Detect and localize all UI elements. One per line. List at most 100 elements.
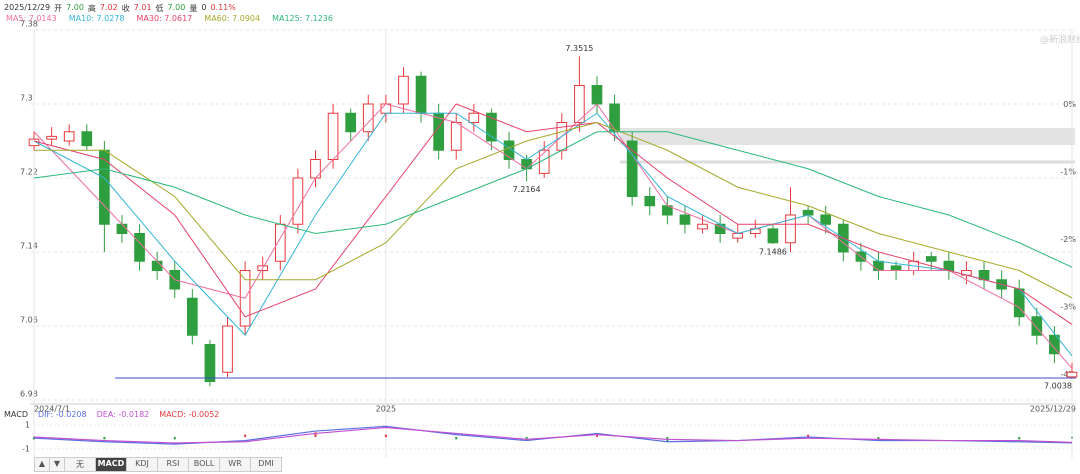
candle-body [450,122,462,151]
candle-body [802,209,814,216]
macd-line [33,426,1073,444]
quote-value: 0 [201,3,207,12]
indicator-tabs: ▲ ▼ 无 MACD KDJ RSI BOLL WR DMI [34,457,282,472]
tab[interactable]: BOLL [188,457,220,472]
candle-body [134,233,145,262]
watermark: @新浪财经 [1040,34,1080,46]
candle-body [626,140,638,197]
tab[interactable]: RSI [157,457,189,472]
candle-body [873,260,884,271]
ma-line [33,131,1073,268]
y-tick-label: 7.3 [20,94,33,103]
candle-body [679,214,691,225]
candle-body [1031,316,1043,336]
ma-line [33,103,1073,325]
candle-body [187,297,198,336]
candle-body [890,265,902,271]
y2-tick-label: 0% [1063,100,1076,109]
candle-body [398,75,409,105]
quote-value: 7.01 [133,3,152,12]
macd-title: MACD [4,410,28,419]
macd-tick-label: 1 [25,421,30,430]
tab[interactable]: WR [219,457,251,472]
quote-label: 开 [54,4,63,13]
candle-body [204,344,216,382]
quote-label: 收 [121,4,130,13]
y-tick-label: 7.22 [20,168,38,177]
candle-body [697,223,708,230]
quote-label: 低 [155,4,164,13]
candle-body [274,223,286,262]
candle-body [1066,371,1078,378]
x-tick-label: 2024/7/1 [34,405,70,414]
candle-body [345,112,357,133]
quote-value: 7.00 [66,3,84,12]
legend-entry: MA5: 7.0143 [6,14,57,23]
tab[interactable]: KDJ [126,457,158,472]
tab[interactable]: 无 [64,457,96,472]
y2-tick-label: -3% [1060,302,1076,311]
legend-entry: MA60: 7.0904 [204,14,261,23]
legend-entry: MACD: -0.0052 [159,410,220,419]
macd-tick-label: -1 [22,444,30,453]
candle-body [820,214,832,225]
ma-legend: MA5: 7.0143 MA10: 7.0278 MA30: 7.0617 MA60:… [6,14,341,23]
candle-body [327,112,339,160]
legend-entry: DIF: -0.0208 [37,410,87,419]
candle-body [222,325,233,373]
ma-line [34,121,1073,299]
price-annotation: 7.2164 [513,185,541,194]
quote-value: 7.00 [167,3,186,12]
y-tick-label: 7.06 [20,316,38,325]
candle-body [415,75,427,114]
price-annotation: 7.1486 [759,248,787,257]
y-tick-label: 7.14 [20,242,38,251]
date: 2025/12/29 [4,3,51,12]
candle-body [925,256,937,262]
tab[interactable]: ▲ [34,457,50,472]
x-tick-label: 2025/12/29 [1030,405,1076,414]
candle-body [81,131,93,147]
quote-value: 0.11% [210,3,236,12]
y2-tick-label: -2% [1060,235,1076,244]
quote-value: 7.02 [99,3,118,12]
candle-body [151,260,163,271]
quote-header: 2025/12/29 开 7.00 高 7.02 收 7.01 低 7.00 量 0 0.11% [4,3,236,14]
tab[interactable]: DMI [250,457,282,472]
quote-label: 高 [87,4,96,13]
candle-body [574,85,585,123]
candle-body [63,131,75,142]
x-tick-label: 2025 [376,405,396,414]
candle-body [362,103,374,133]
macd-line [33,425,1073,445]
candle-body [310,159,321,179]
ma-line [33,112,1073,357]
y-tick-label: 6.98 [20,390,38,399]
candle-body [468,112,480,123]
candle-body [46,135,57,140]
shaded-zone [620,128,1075,145]
tab[interactable]: MACD [95,457,127,472]
price-annotation: 7.0038 [1044,381,1072,390]
legend-entry: DEA: -0.0182 [96,410,150,419]
y-tick-label: 7.38 [20,20,38,29]
tab[interactable]: ▼ [49,457,65,472]
price-annotation: 7.3515 [565,44,593,53]
quote-label: 量 [189,4,198,13]
candle-body [116,223,128,234]
candle-body [292,177,304,225]
legend-entry: MA10: 7.0278 [68,14,125,23]
candle-body [591,85,603,105]
candle-body [767,228,779,244]
y2-tick-label: -1% [1060,167,1076,176]
candle-body [732,233,744,239]
candle-body [486,112,497,142]
macd-legend: MACD DIF: -0.0208 DEA: -0.0182 MACD: -0.00… [4,410,219,419]
candle-body [644,196,656,207]
candle-body [99,149,110,225]
legend-entry: MA30: 7.0617 [136,14,193,23]
legend-entry: MA125: 7.1236 [272,14,333,23]
candle-body [1049,334,1060,355]
